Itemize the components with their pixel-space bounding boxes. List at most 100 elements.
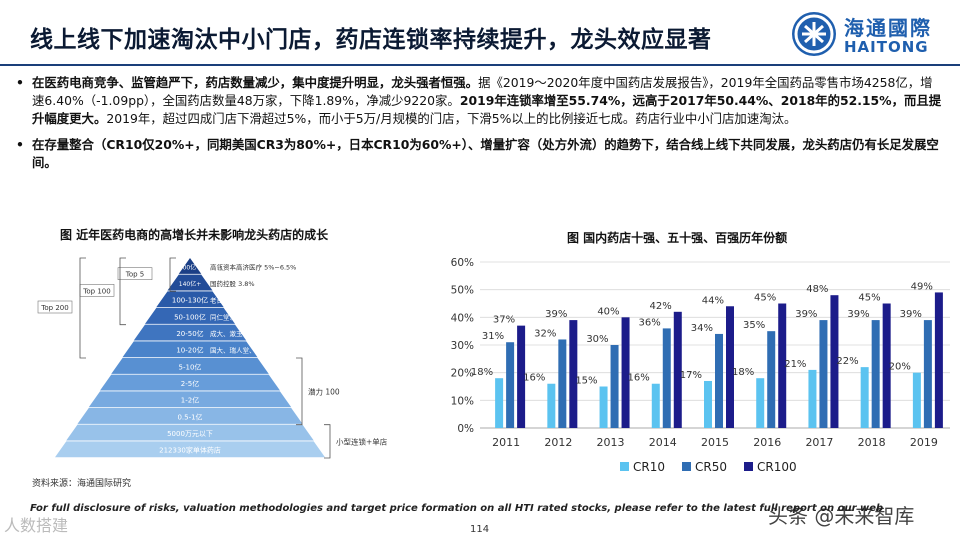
pyramid-tier <box>55 441 325 458</box>
x-tick-label: 2015 <box>701 436 729 449</box>
data-label: 32% <box>534 328 556 339</box>
pyramid-tier-desc: 高瓴资本高济医疗 5%~6.5% <box>210 262 296 271</box>
pyramid-tier <box>88 391 292 408</box>
data-label: 39% <box>795 309 817 320</box>
pyramid-tier-label: 100-130亿 <box>172 296 208 305</box>
bar-cr50 <box>506 342 515 428</box>
legend-label-cr100: CR100 <box>757 460 797 474</box>
watermark-left: 人数搭建 <box>4 516 69 535</box>
data-label: 39% <box>545 309 567 320</box>
top5-bracket <box>169 257 176 292</box>
bullet-item: • 在存量整合（CR10仅20%+，同期美国CR3为80%+，日本CR10为60… <box>14 136 944 172</box>
top100-label: Top 100 <box>82 287 110 295</box>
y-tick-label: 40% <box>451 312 474 324</box>
bullet-dot: • <box>16 75 24 90</box>
pyramid-tier-label: 5-10亿 <box>179 362 202 371</box>
data-label: 18% <box>471 367 493 378</box>
pyramid-tier-label: 5000万元以下 <box>167 430 213 438</box>
pyramid-tier-label: 2-5亿 <box>181 379 199 388</box>
pyramid-tier-desc: 国大、瑞人堂、金日康医、张仲景、怀仁、神威 <box>210 346 347 355</box>
y-tick-label: 60% <box>451 257 474 269</box>
bullet-dot: • <box>16 137 24 152</box>
bar-cr50 <box>819 320 828 428</box>
top100-bracket <box>119 257 126 326</box>
pyramid-tier-label: 212330家单体药店 <box>159 446 221 455</box>
data-label: 39% <box>900 309 922 320</box>
legend-swatch-cr10 <box>620 462 629 471</box>
bullet-item: • 在医药电商竞争、监管趋严下，药店数量减少，集中度提升明显，龙头强者恒强。据《… <box>14 74 944 128</box>
bar-cr100 <box>569 320 578 428</box>
bar-cr50 <box>923 320 932 428</box>
bar-cr100 <box>830 295 839 428</box>
pyramid-tier <box>133 324 247 341</box>
y-tick-label: 0% <box>457 423 474 435</box>
pyramid-tier <box>77 408 303 424</box>
pyramid-tier <box>111 358 269 374</box>
data-label: 45% <box>754 293 776 304</box>
chart-caption: 图 国内药店十强、五十强、百强历年份额 <box>567 231 788 245</box>
legend-label-cr10: CR10 <box>633 460 665 474</box>
x-tick-label: 2017 <box>805 436 833 449</box>
data-label: 16% <box>628 373 650 384</box>
top5-label: Top 5 <box>125 271 145 279</box>
bullet-text: 在医药电商竞争、监管趋严下，药店数量减少，集中度提升明显，龙头强者恒强。 <box>32 75 479 90</box>
bullet-text: 2019年连锁率增至55.74%，远高于2017年50.44%、2018年的52… <box>32 93 942 126</box>
y-tick-label: 50% <box>451 285 474 297</box>
bar-cr50 <box>558 339 567 428</box>
data-label: 34% <box>691 323 713 334</box>
bar-cr10 <box>599 386 608 428</box>
data-label: 48% <box>806 284 828 295</box>
bar-cr100 <box>673 311 682 428</box>
disclaimer: For full disclosure of risks, valuation … <box>30 503 884 514</box>
haitong-logo: 海通國際 HAITONG <box>792 10 952 60</box>
data-label: 39% <box>847 309 869 320</box>
legend-swatch-cr50 <box>682 462 691 471</box>
x-tick-label: 2011 <box>492 436 520 449</box>
legend-swatch-cr100 <box>744 462 753 471</box>
data-label: 37% <box>493 315 515 326</box>
bar-cr50 <box>767 331 776 428</box>
pyramid-tier <box>122 341 258 358</box>
bullet-text: 据《2019～2020年度中国药店发展报告》，2019年全国药品零售市场4258… <box>32 75 933 108</box>
top200-label: Top 200 <box>40 304 68 312</box>
data-label: 40% <box>597 306 619 317</box>
data-label: 36% <box>639 317 661 328</box>
pyramid-tier-desc: 老百姓、一心堂、大参林、益丰 <box>210 296 302 305</box>
x-tick-label: 2013 <box>597 436 625 449</box>
page-title: 线上线下加速淘汰中小门店，药店连锁率持续提升，龙头效应显著 <box>30 27 712 53</box>
data-label: 35% <box>743 320 765 331</box>
bar-cr10 <box>704 380 712 428</box>
data-label: 44% <box>702 295 724 306</box>
page-number: 114 <box>470 524 490 535</box>
pyramid-tier <box>167 274 213 291</box>
bar-cr10 <box>495 378 504 428</box>
pyramid-tier-desc: 国药控股 3.8% <box>210 279 255 288</box>
data-label: 18% <box>732 367 754 378</box>
pyramid-tier <box>100 374 280 391</box>
bar-cr50 <box>662 328 671 428</box>
data-label: 16% <box>523 373 545 384</box>
potential-label: 潜力 100 <box>308 386 340 396</box>
data-label: 15% <box>575 376 597 387</box>
pyramid-tier-desc: 同仁堂、上药系、华润、众友、海王星辰 <box>210 312 328 321</box>
source-note: 资料来源：海通国际研究 <box>32 479 132 489</box>
data-label: 31% <box>482 331 504 342</box>
x-tick-label: 2014 <box>649 436 677 449</box>
pyramid-tier-label: 0.5-1亿 <box>177 412 202 421</box>
bar-cr50 <box>610 345 619 428</box>
bar-cr10 <box>547 383 556 428</box>
logo-en-text: HAITONG <box>844 38 929 56</box>
pyramid-tier-label: 10-20亿 <box>176 346 203 355</box>
bullet-list: • 在医药电商竞争、监管趋严下，药店数量减少，集中度提升明显，龙头强者恒强。据《… <box>14 74 944 180</box>
pharmacy-pyramid-figure: 200亿+ 高瓴资本高济医疗 5%~6.5% 140亿+ 国药控股 3.8%100-1… <box>37 257 388 459</box>
data-label: 45% <box>858 293 880 304</box>
data-label: 42% <box>650 301 672 312</box>
potential-bracket <box>296 357 303 426</box>
pyramid-tier-label: 200亿+ <box>179 263 201 271</box>
logo-icon <box>792 12 836 56</box>
y-tick-label: 30% <box>451 340 474 352</box>
pyramid-tier <box>66 424 314 441</box>
bullet-text: 2019年，超过四成门店下滑超过5%，而小于5万/月规模的门店，下滑5%以上的比… <box>106 111 797 126</box>
watermark-right: 头条 @未来智库 <box>768 504 915 528</box>
data-label: 21% <box>784 359 806 370</box>
